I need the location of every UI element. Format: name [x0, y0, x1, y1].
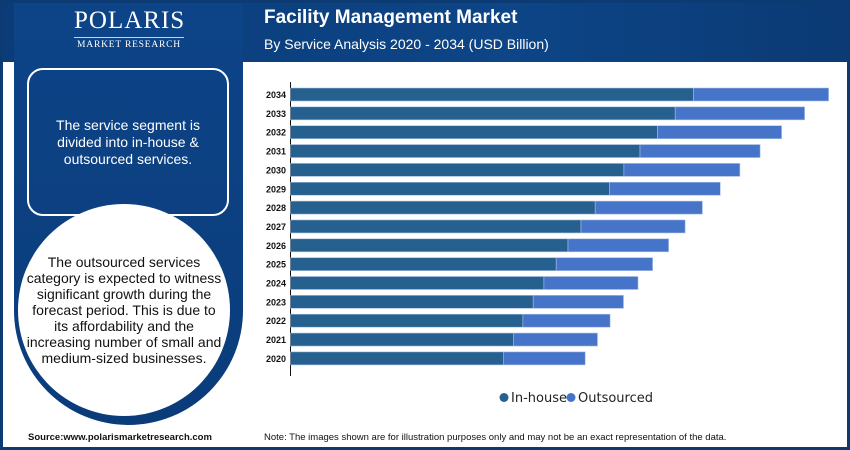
y-tick-label: 2026 — [266, 241, 286, 251]
y-tick-label: 2022 — [266, 316, 286, 326]
y-tick-label: 2033 — [266, 109, 286, 119]
bar-in-house-2030 — [290, 163, 625, 177]
bar-outsourced-2027 — [580, 219, 686, 234]
bar-in-house-2020 — [290, 351, 505, 366]
bar-in-house-2027 — [290, 219, 582, 234]
bar-outsourced-2022 — [522, 313, 611, 328]
chart-subtitle: By Service Analysis 2020 - 2034 (USD Bil… — [264, 36, 549, 52]
source-text: Source:www.polarismarketresearch.com — [28, 432, 212, 443]
legend-swatch-in-house — [499, 393, 509, 402]
bar-in-house-2033 — [290, 106, 676, 121]
bar-outsourced-2030 — [623, 163, 741, 177]
bar-in-house-2025 — [290, 257, 557, 271]
y-tick-label: 2023 — [266, 297, 286, 307]
growth-info-circle: The outsourced services category is expe… — [18, 204, 230, 416]
bar-outsourced-2034 — [693, 87, 829, 102]
y-tick-label: 2025 — [266, 260, 286, 270]
bar-in-house-2023 — [290, 295, 534, 309]
bar-outsourced-2029 — [609, 181, 721, 196]
y-tick-label: 2032 — [266, 128, 286, 138]
y-tick-label: 2034 — [266, 90, 286, 100]
y-tick-label: 2021 — [266, 335, 286, 345]
y-tick-label: 2020 — [266, 354, 286, 364]
y-tick-label: 2027 — [266, 222, 286, 232]
bar-outsourced-2024 — [543, 276, 639, 290]
y-tick-label: 2024 — [266, 279, 286, 289]
bar-outsourced-2026 — [567, 238, 669, 253]
bar-in-house-2024 — [290, 276, 545, 290]
disclaimer-note: Note: The images shown are for illustrat… — [264, 432, 727, 443]
legend: In-house Outsourced — [499, 391, 653, 406]
bar-in-house-2034 — [290, 87, 694, 102]
legend-label-outsourced: Outsourced — [578, 391, 653, 406]
bar-outsourced-2031 — [639, 144, 761, 158]
bar-outsourced-2025 — [555, 257, 653, 271]
bar-outsourced-2023 — [532, 295, 624, 309]
segment-info-box: The service segment is divided into in-h… — [27, 68, 229, 216]
bar-in-house-2022 — [290, 313, 524, 328]
bar-outsourced-2032 — [657, 125, 782, 139]
bar-outsourced-2028 — [594, 200, 703, 215]
chart-title: Facility Management Market — [264, 7, 518, 28]
y-tick-label: 2031 — [266, 147, 286, 157]
bar-in-house-2031 — [290, 144, 641, 158]
bar-outsourced-2033 — [674, 106, 805, 121]
y-tick-label: 2029 — [266, 184, 286, 194]
y-tick-label: 2030 — [266, 165, 286, 175]
bar-outsourced-2020 — [503, 351, 586, 366]
y-tick-label: 2028 — [266, 203, 286, 213]
legend-swatch-outsourced — [566, 393, 576, 402]
legend-label-in-house: In-house — [511, 391, 567, 406]
polaris-logo: POLARIS MARKET RESEARCH — [74, 7, 186, 50]
bar-in-house-2032 — [290, 125, 658, 139]
bar-in-house-2028 — [290, 200, 596, 215]
bar-outsourced-2021 — [512, 332, 598, 347]
bar-in-house-2021 — [290, 332, 514, 347]
bar-in-house-2029 — [290, 181, 610, 196]
bar-in-house-2026 — [290, 238, 569, 253]
